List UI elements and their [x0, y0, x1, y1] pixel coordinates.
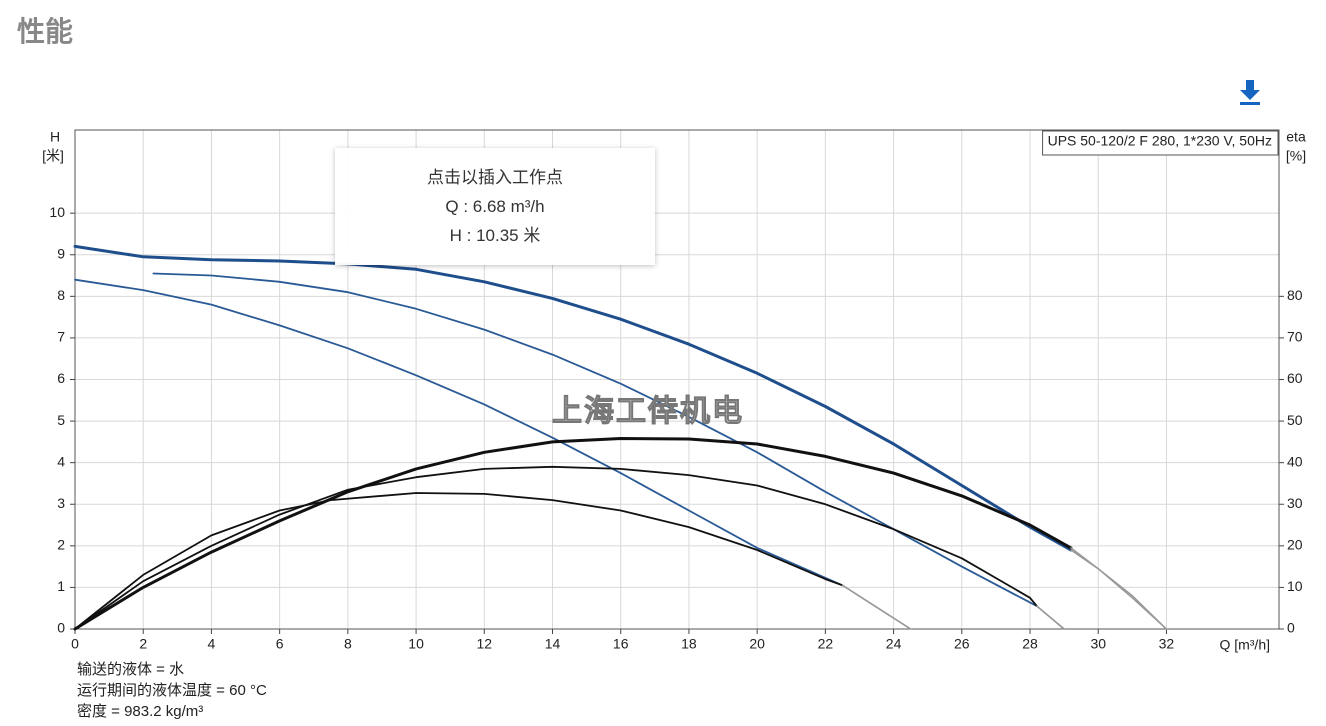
tooltip-q: Q : 6.68 m³/h: [445, 197, 545, 216]
x-tick-label: 28: [1022, 636, 1038, 652]
y2-axis-label: eta: [1286, 129, 1306, 145]
watermark: 上海工倖机电: [552, 395, 744, 429]
tooltip-heading: 点击以插入工作点: [427, 168, 563, 187]
curve: [841, 584, 912, 630]
y-tick-label: 2: [57, 537, 65, 553]
y-tick-label: 5: [57, 412, 65, 428]
curve: [73, 437, 1073, 631]
x-tick-label: 8: [344, 636, 352, 652]
page-title: 性能: [17, 16, 74, 47]
curve: [74, 492, 844, 630]
curve: [1070, 549, 1168, 630]
note: 运行期间的液体温度 = 60 °C: [77, 682, 267, 699]
y2-tick-label: 20: [1287, 537, 1303, 553]
y2-tick-label: 10: [1287, 578, 1303, 594]
x-tick-label: 22: [818, 636, 834, 652]
curve: [74, 465, 1038, 630]
curve: [152, 272, 1038, 607]
x-tick-label: 20: [749, 636, 765, 652]
curve: [1070, 547, 1168, 630]
x-tick-label: 32: [1159, 636, 1175, 652]
curve: [73, 244, 1073, 552]
tooltip: 点击以插入工作点 Q : 6.68 m³/h H : 10.35 米: [335, 148, 655, 265]
x-tick-label: 2: [139, 636, 147, 652]
x-tick-label: 14: [545, 636, 561, 652]
y-tick-label: 9: [57, 245, 65, 261]
y2-tick-label: 50: [1287, 412, 1303, 428]
download-icon[interactable]: [1240, 80, 1260, 105]
y2-tick-label: 40: [1287, 453, 1303, 469]
y2-tick-label: 80: [1287, 287, 1303, 303]
y-axis-label: H: [50, 129, 60, 145]
y-tick-label: 1: [57, 578, 65, 594]
y2-tick-label: 0: [1287, 620, 1295, 636]
y2-tick-label: 70: [1287, 329, 1303, 345]
x-axis-label: Q [m³/h]: [1219, 637, 1270, 653]
curve: [1036, 605, 1065, 630]
x-tick-label: 6: [276, 636, 284, 652]
x-tick-label: 0: [71, 636, 79, 652]
note: 密度 = 983.2 kg/m³: [77, 703, 204, 720]
tooltip-h: H : 10.35 米: [449, 226, 541, 245]
y-tick-label: 7: [57, 329, 65, 345]
x-tick-label: 30: [1090, 636, 1106, 652]
y-tick-label: 3: [57, 495, 65, 511]
x-tick-label: 10: [408, 636, 424, 652]
y-tick-label: 6: [57, 370, 65, 386]
legend-text: UPS 50-120/2 F 280, 1*230 V, 50Hz: [1048, 133, 1272, 149]
x-tick-label: 16: [613, 636, 629, 652]
x-tick-label: 26: [954, 636, 970, 652]
y-tick-label: 8: [57, 287, 65, 303]
x-tick-label: 4: [208, 636, 216, 652]
note: 输送的液体 = 水: [77, 661, 185, 678]
y-tick-label: 10: [49, 204, 65, 220]
curve: [74, 278, 844, 587]
y-tick-label: 0: [57, 620, 65, 636]
x-tick-label: 18: [681, 636, 697, 652]
y-axis-unit: [米]: [42, 148, 64, 164]
y2-tick-label: 60: [1287, 370, 1303, 386]
y-tick-label: 4: [57, 453, 65, 469]
y2-axis-unit: [%]: [1286, 148, 1306, 164]
x-tick-label: 24: [886, 636, 902, 652]
y2-tick-label: 30: [1287, 495, 1303, 511]
x-tick-label: 12: [477, 636, 493, 652]
plot-frame: [74, 129, 1280, 630]
legend-box: [1042, 130, 1279, 156]
